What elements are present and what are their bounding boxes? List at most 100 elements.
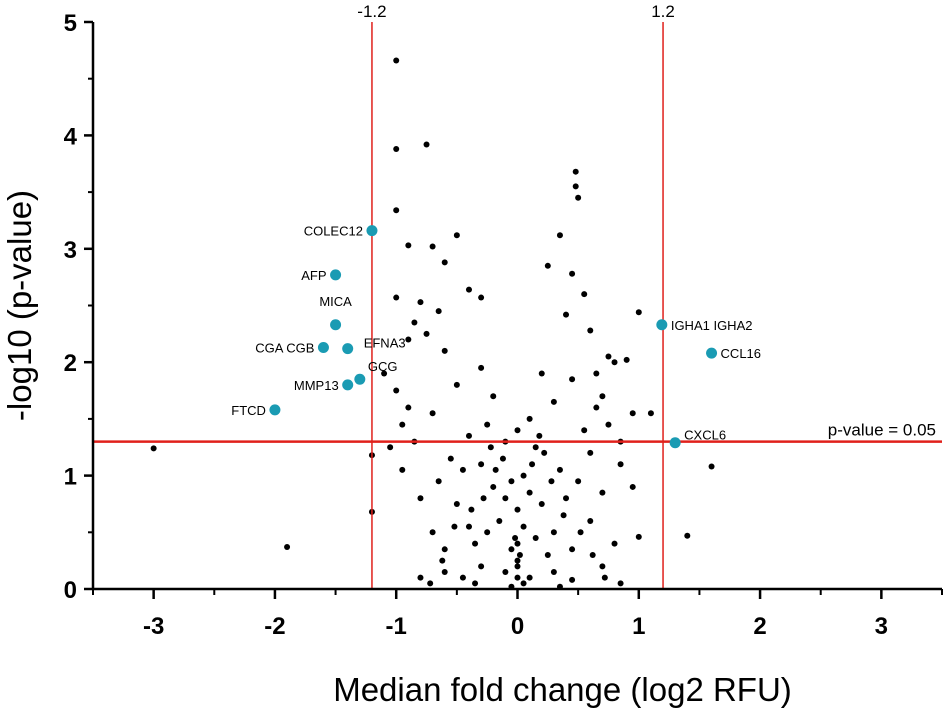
gene-label: GCG <box>368 359 398 374</box>
data-point <box>435 308 442 315</box>
data-point <box>417 299 424 306</box>
data-points <box>150 57 715 590</box>
y-tick-label: 2 <box>64 350 77 377</box>
data-point <box>514 506 521 513</box>
data-point <box>393 146 400 153</box>
data-point <box>605 421 612 428</box>
data-point <box>575 478 582 485</box>
gene-label: AFP <box>301 268 326 283</box>
data-point <box>514 574 521 581</box>
threshold-lines: -1.2 1.2 p-value = 0.05 <box>93 2 942 589</box>
data-point <box>478 461 485 468</box>
data-point <box>465 523 472 530</box>
x-tick-label: 3 <box>875 613 888 640</box>
data-point <box>150 445 157 452</box>
data-point <box>617 580 624 587</box>
gene-label: MICA <box>319 294 352 309</box>
fold-change-threshold-label: -1.2 <box>357 2 386 21</box>
data-point <box>405 336 412 343</box>
data-point <box>532 534 539 541</box>
data-point <box>516 551 523 558</box>
gene-label: CXCL6 <box>684 428 726 443</box>
data-point <box>587 517 594 524</box>
data-point <box>393 294 400 301</box>
data-point <box>629 483 636 490</box>
data-point <box>629 410 636 417</box>
data-point <box>429 529 436 536</box>
data-point <box>423 141 430 148</box>
data-point <box>569 270 576 277</box>
x-tick-label: -1 <box>386 613 407 640</box>
data-point <box>490 483 497 490</box>
highlighted-points: COLEC12 AFP MICA CGA CGB EFNA3 GCG MMP13 FTCD IG… <box>231 224 761 449</box>
data-point <box>502 568 509 575</box>
data-point <box>496 517 503 524</box>
p-value-threshold-label: p-value = 0.05 <box>828 421 936 440</box>
data-point <box>468 506 475 513</box>
axes: 0 1 2 3 4 5 -3 -2 -1 0 1 2 3 <box>64 10 943 640</box>
data-point <box>435 478 442 485</box>
gene-label: COLEC12 <box>304 224 363 239</box>
data-point <box>417 495 424 502</box>
data-point <box>526 415 533 422</box>
data-point <box>550 568 557 575</box>
data-point <box>526 574 533 581</box>
highlighted-point <box>330 319 342 331</box>
data-point <box>599 563 606 570</box>
data-point <box>577 529 584 536</box>
data-point <box>487 444 494 451</box>
y-tick-label: 1 <box>64 464 77 491</box>
data-point <box>617 461 624 468</box>
y-tick-label: 3 <box>64 237 77 264</box>
x-tick-label: 1 <box>632 613 645 640</box>
data-point <box>508 546 515 553</box>
data-point <box>572 168 579 175</box>
y-tick-label: 4 <box>64 123 78 150</box>
highlighted-point <box>669 437 681 449</box>
data-point <box>544 262 551 269</box>
data-point <box>393 57 400 64</box>
data-point <box>447 455 454 462</box>
data-point <box>708 463 715 470</box>
data-point <box>472 580 479 587</box>
data-point <box>593 404 600 411</box>
data-point <box>480 495 487 502</box>
gene-label: FTCD <box>231 403 266 418</box>
data-point <box>465 286 472 293</box>
data-point <box>459 466 466 473</box>
data-point <box>569 576 576 583</box>
data-point <box>427 580 434 587</box>
data-point <box>453 232 460 239</box>
data-point <box>550 529 557 536</box>
data-point <box>589 551 596 558</box>
data-point <box>465 432 472 439</box>
data-point <box>399 466 406 473</box>
data-point <box>484 421 491 428</box>
data-point <box>623 356 630 363</box>
data-point <box>439 557 446 564</box>
x-axis-title: Median fold change (log2 RFU) <box>333 671 792 708</box>
data-point <box>411 319 418 326</box>
data-point <box>635 309 642 316</box>
data-point <box>405 404 412 411</box>
data-point <box>556 232 563 239</box>
data-point <box>550 398 557 405</box>
data-point <box>538 370 545 377</box>
data-point <box>417 574 424 581</box>
highlighted-point <box>354 373 366 385</box>
gene-label: IGHA1 IGHA2 <box>671 318 753 333</box>
data-point <box>520 580 527 587</box>
y-tick-label: 0 <box>64 577 77 604</box>
data-point <box>514 427 521 434</box>
data-point <box>405 242 412 249</box>
data-point <box>593 370 600 377</box>
data-point <box>423 330 430 337</box>
data-point <box>572 183 579 190</box>
x-tick-label: 2 <box>753 613 766 640</box>
data-point <box>399 421 406 428</box>
fold-change-threshold-label: 1.2 <box>651 2 675 21</box>
data-point <box>381 370 388 377</box>
gene-label: CCL16 <box>721 346 761 361</box>
data-point <box>514 540 521 547</box>
data-point <box>441 546 448 553</box>
